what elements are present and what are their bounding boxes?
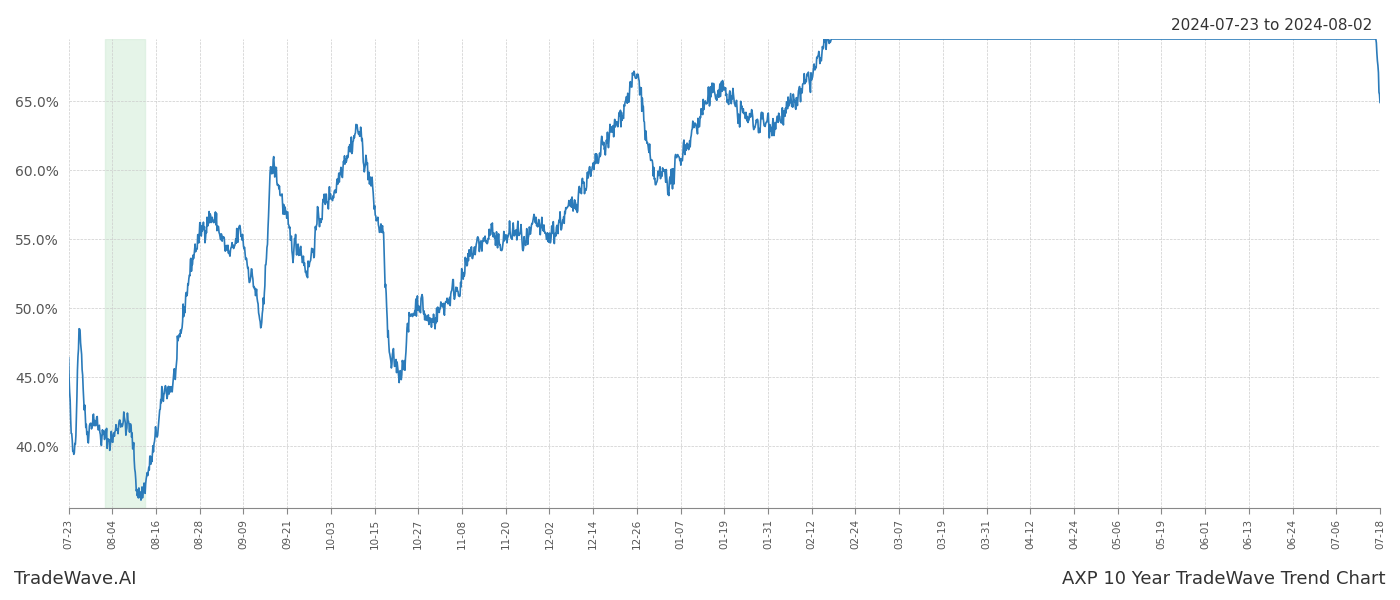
Text: AXP 10 Year TradeWave Trend Chart: AXP 10 Year TradeWave Trend Chart	[1063, 570, 1386, 588]
Text: 2024-07-23 to 2024-08-02: 2024-07-23 to 2024-08-02	[1170, 18, 1372, 33]
Text: TradeWave.AI: TradeWave.AI	[14, 570, 137, 588]
Bar	[105, 39, 144, 508]
